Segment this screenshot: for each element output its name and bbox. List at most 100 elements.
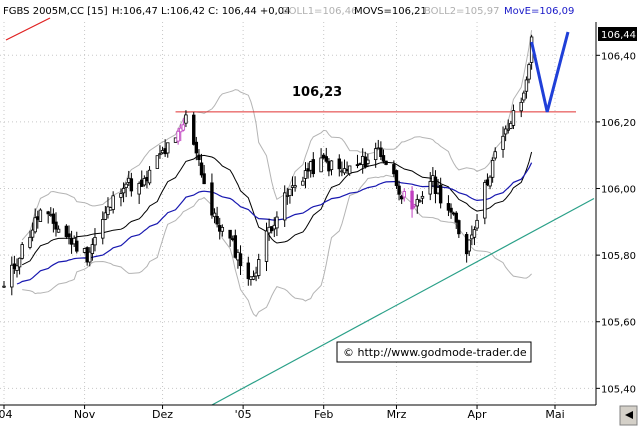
candle-body [20,244,24,259]
candle-body [192,114,196,145]
header-accent-line [5,17,51,41]
candle-body [56,228,61,233]
candle-body [64,225,69,237]
candle-body [2,285,6,288]
candle-body [501,135,505,150]
candle-body [17,257,22,268]
candle-body [467,239,471,252]
y-tick-label: 105,60 [601,318,636,329]
candle-body [384,160,388,165]
candle-body [197,154,201,161]
candle-body [355,164,360,167]
candle-body [454,212,458,223]
candle-body [158,153,162,156]
bollinger-bands [21,30,533,318]
x-tick-label: '04 [0,408,13,421]
candle-body [509,122,513,129]
candle-body [319,157,323,173]
bollinger-upper [21,30,533,241]
y-tick-label: 105,40 [601,384,636,395]
candle-body [30,229,35,238]
candle-body [293,185,297,188]
candle-body [166,142,170,154]
candle-body [142,178,147,186]
candle-body [511,110,516,126]
candle-body [147,169,152,184]
header-symbol: FGBS 2005M,CC [15] [3,6,108,17]
candle-body [475,219,479,229]
candle-body [379,147,383,157]
candle-body [503,128,508,135]
header-boll2: BOLL2=105,97 [424,6,499,17]
candle-body [28,236,32,248]
y-tick-label: 105,80 [601,251,636,262]
x-tick-label: Dez [152,408,173,421]
candle-body [433,176,438,194]
candle-body [303,170,308,179]
candle-body [33,217,37,233]
candle-body [449,207,453,213]
last-price-text: 106,44 [601,30,636,41]
candle-body [202,173,206,185]
candle-body [155,155,160,169]
candle-body [418,200,422,203]
candle-body [373,148,378,161]
candle-body [420,195,425,199]
candle-body [215,216,219,225]
time-axis: '04 Nov Dez '05 Feb Mrz Apr Mai [0,405,565,421]
candle-body [184,114,188,124]
chart-header: FGBS 2005M,CC [15] H:106,47 L:106,42 C: … [3,6,574,41]
header-move: MovE=106,09 [504,6,574,17]
x-tick-label: Apr [468,408,488,421]
scroll-right-button[interactable] [619,405,638,426]
candle-body [337,158,341,170]
candle-body [457,220,461,235]
candle-body [106,206,110,215]
candle-body [381,155,386,162]
candle-body [38,209,43,222]
candle-body [212,212,217,218]
candle-body [446,203,451,211]
candle-body [199,162,204,176]
candle-body [438,184,443,204]
candle-body [251,276,256,280]
header-movs: MOVS=106,21 [354,6,427,17]
candle-body [181,124,186,131]
x-tick-label: Nov [74,408,96,421]
candle-body [257,259,261,276]
bollinger-lower [22,174,532,318]
candle-body [210,182,214,216]
candle-body [493,151,497,159]
candle-body [246,262,251,280]
candle-body [93,236,97,246]
scroll-right-icon [625,411,633,419]
header-ohlc: H:106,47 L:106,42 C: 106,44 +0,04 [112,6,291,17]
copyright-text: © http://www.godmode-trader.de [343,346,527,359]
last-price-background [598,27,637,41]
candle-body [506,128,510,131]
candle-body [527,64,531,80]
candle-body [428,181,432,195]
candle-body [410,190,414,210]
y-tick-label: 106,40 [601,51,636,62]
candle-body [238,253,243,267]
candle-body [194,141,199,154]
header-boll1: BOLL1=106,46 [282,6,357,17]
candle-body [67,233,71,238]
candle-body [311,159,315,175]
candle-body [129,178,134,192]
candle-body [399,195,404,200]
candle-body [488,176,492,187]
x-tick-label: '05 [235,408,252,421]
candle-body [124,183,128,188]
candle-body [490,160,495,178]
last-price-box: 106,44 [598,27,637,41]
forecast-path [530,31,570,113]
candle-body [121,188,126,194]
candle-body [347,165,352,175]
candle-body [220,227,225,232]
candle-body [524,79,529,92]
resistance-label: 106,23 [292,85,342,100]
x-tick-label: Feb [314,408,333,421]
